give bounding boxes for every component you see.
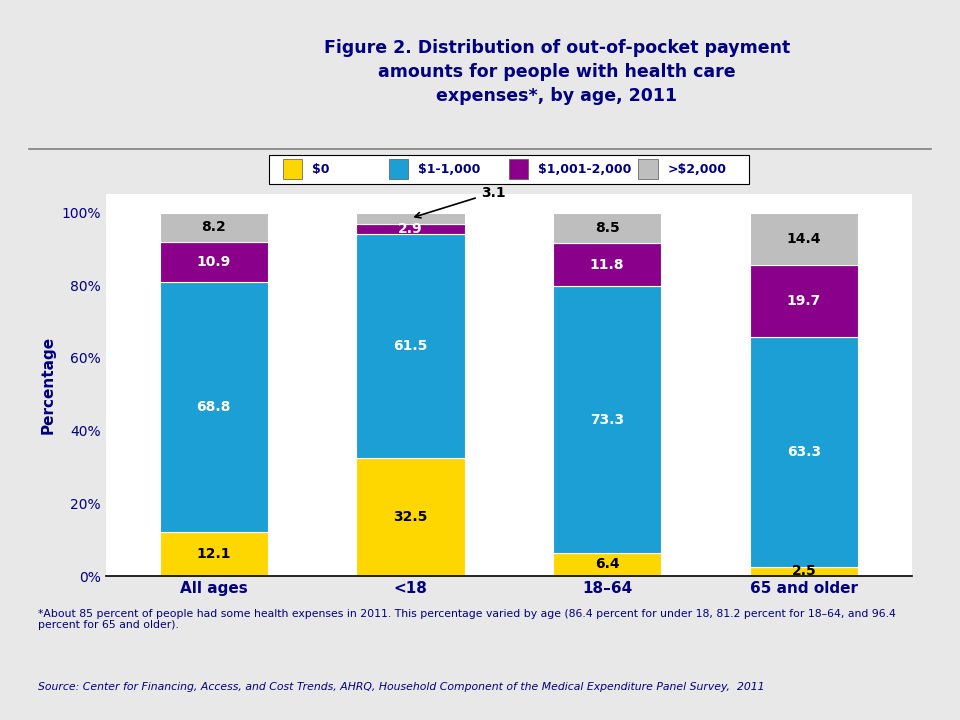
Bar: [356, 458, 465, 576]
Text: 73.3: 73.3: [590, 413, 624, 426]
Text: 2.9: 2.9: [398, 222, 422, 236]
Bar: [356, 224, 465, 235]
Bar: [356, 235, 465, 458]
Text: Source: Center for Financing, Access, and Cost Trends, AHRQ, Household Component: Source: Center for Financing, Access, an…: [38, 683, 765, 692]
Bar: [509, 159, 528, 179]
Text: >$2,000: >$2,000: [667, 163, 726, 176]
Text: $1,001-2,000: $1,001-2,000: [538, 163, 631, 176]
Text: 61.5: 61.5: [394, 339, 427, 353]
Bar: [159, 282, 268, 532]
Bar: [750, 337, 858, 567]
Text: 8.2: 8.2: [202, 220, 227, 235]
Text: 6.4: 6.4: [595, 557, 619, 572]
Text: 3.1: 3.1: [415, 186, 505, 218]
Text: 32.5: 32.5: [394, 510, 427, 524]
Bar: [750, 567, 858, 576]
Text: 63.3: 63.3: [787, 445, 821, 459]
Bar: [750, 265, 858, 337]
Text: 11.8: 11.8: [589, 258, 624, 272]
Text: $1-1,000: $1-1,000: [418, 163, 480, 176]
Text: $0: $0: [312, 163, 329, 176]
Bar: [638, 159, 658, 179]
Y-axis label: Percentage: Percentage: [40, 336, 56, 434]
Bar: [553, 287, 661, 553]
Bar: [283, 159, 302, 179]
Bar: [553, 243, 661, 287]
Bar: [553, 553, 661, 576]
Bar: [159, 212, 268, 243]
Text: 10.9: 10.9: [197, 255, 231, 269]
Text: 8.5: 8.5: [595, 221, 619, 235]
Text: *About 85 percent of people had some health expenses in 2011. This percentage va: *About 85 percent of people had some hea…: [38, 608, 897, 631]
Bar: [159, 532, 268, 576]
Bar: [553, 212, 661, 243]
Text: 68.8: 68.8: [197, 400, 231, 414]
Bar: [159, 243, 268, 282]
Bar: [389, 159, 408, 179]
Bar: [356, 212, 465, 224]
Text: 19.7: 19.7: [786, 294, 821, 308]
Bar: [750, 213, 858, 265]
Text: 12.1: 12.1: [197, 547, 231, 561]
Text: Figure 2. Distribution of out-of-pocket payment
amounts for people with health c: Figure 2. Distribution of out-of-pocket …: [324, 40, 790, 104]
Text: 2.5: 2.5: [791, 564, 816, 578]
Text: 14.4: 14.4: [786, 232, 821, 246]
